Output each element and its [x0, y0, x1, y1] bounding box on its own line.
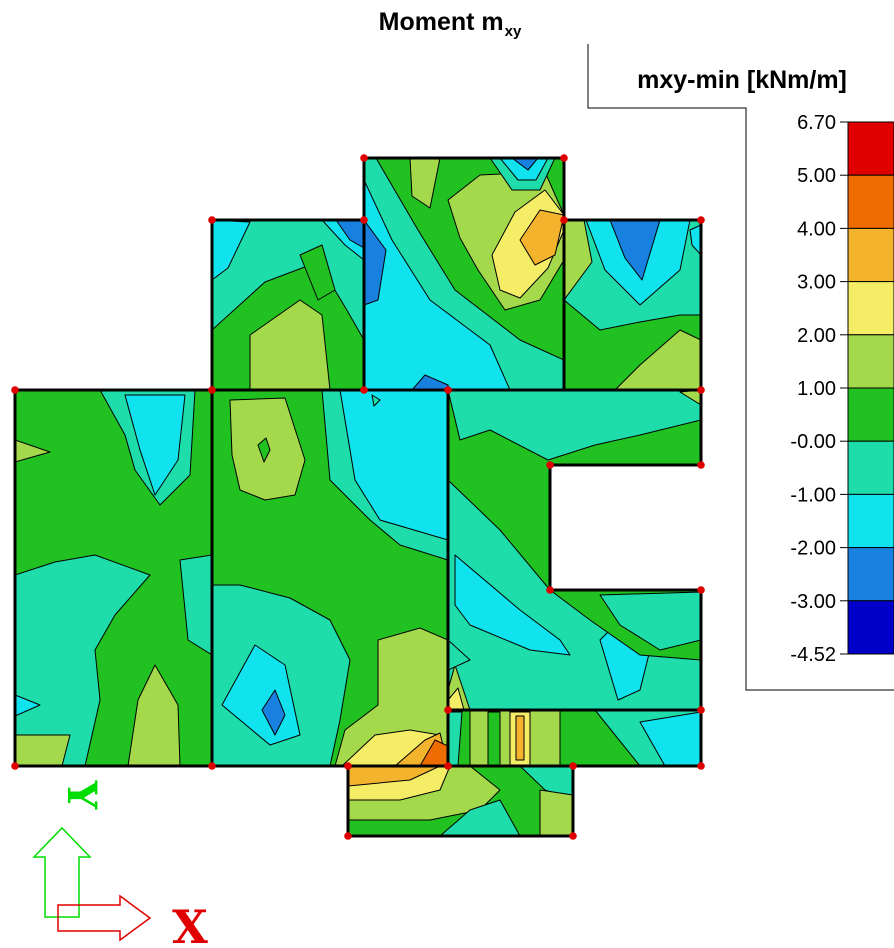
- node-point: [360, 386, 368, 394]
- contour-panel-a: [212, 220, 364, 390]
- node-point: [444, 706, 452, 714]
- node-point: [208, 386, 216, 394]
- node-point: [11, 386, 19, 394]
- legend-band: [847, 121, 894, 176]
- node-point: [569, 762, 577, 770]
- legend-tick-label: 6.70: [797, 112, 836, 134]
- legend-band: [847, 227, 894, 283]
- node-point: [444, 386, 452, 394]
- legend-tick-label: 2.00: [797, 325, 836, 347]
- node-point: [344, 832, 352, 840]
- chart-title-main: Moment m: [378, 8, 504, 36]
- contour-panel-g: [448, 710, 701, 766]
- node-point: [444, 762, 452, 770]
- legend-band: [847, 440, 894, 495]
- legend-title: mxy-min [kNm/m]: [637, 66, 847, 94]
- contour-panel-b: [364, 158, 564, 390]
- slab-outlines: [13, 156, 703, 838]
- x-axis-label: X: [172, 900, 208, 948]
- y-axis-label: Y: [58, 780, 105, 810]
- legend-tick-label: -3.00: [790, 591, 836, 613]
- node-point: [208, 762, 216, 770]
- node-point: [546, 586, 554, 594]
- node-point: [360, 216, 368, 224]
- chart-title: Moment mxy: [0, 8, 894, 40]
- contour-panel-f: [448, 390, 701, 710]
- x-axis-arrow-icon: [57, 894, 152, 942]
- legend-band: [847, 174, 894, 229]
- node-point: [697, 386, 705, 394]
- color-legend: mxy-min [kNm/m] 6.70 5.00 4.00 3.00 2.00 1.00…: [587, 44, 894, 691]
- contour-panel-c: [564, 220, 701, 390]
- node-point: [360, 154, 368, 162]
- legend-band: [847, 547, 894, 602]
- legend-tick-label: -1.00: [790, 484, 836, 506]
- node-point: [546, 461, 554, 469]
- contour-panel-h: [348, 766, 573, 836]
- legend-tick-label: 4.00: [797, 218, 836, 240]
- node-point: [11, 762, 19, 770]
- legend-tick-label: 3.00: [797, 272, 836, 294]
- node-point: [560, 154, 568, 162]
- node-point: [697, 762, 705, 770]
- node-points: [11, 154, 705, 840]
- legend-tick-label: 5.00: [797, 165, 836, 187]
- legend-tick-label: 1.00: [797, 378, 836, 400]
- legend-band: [847, 281, 894, 336]
- contour-panel-e: [212, 390, 448, 766]
- legend-tick-label: -2.00: [790, 538, 836, 560]
- legend-tick-label: -4.52: [790, 644, 836, 666]
- legend-band: [847, 387, 894, 442]
- node-point: [569, 832, 577, 840]
- node-point: [208, 216, 216, 224]
- node-point: [560, 216, 568, 224]
- legend-band: [847, 493, 894, 549]
- legend-tick-label: -0.00: [790, 431, 836, 453]
- coordinate-axes: Y X: [32, 780, 208, 948]
- node-point: [344, 762, 352, 770]
- node-point: [697, 461, 705, 469]
- legend-band: [847, 334, 894, 389]
- chart-title-subscript: xy: [504, 23, 522, 40]
- node-point: [697, 586, 705, 594]
- contour-panel-d: [15, 390, 212, 766]
- node-point: [697, 706, 705, 714]
- legend-band: [847, 600, 894, 655]
- y-axis-arrow-icon: [32, 826, 92, 918]
- node-point: [697, 216, 705, 224]
